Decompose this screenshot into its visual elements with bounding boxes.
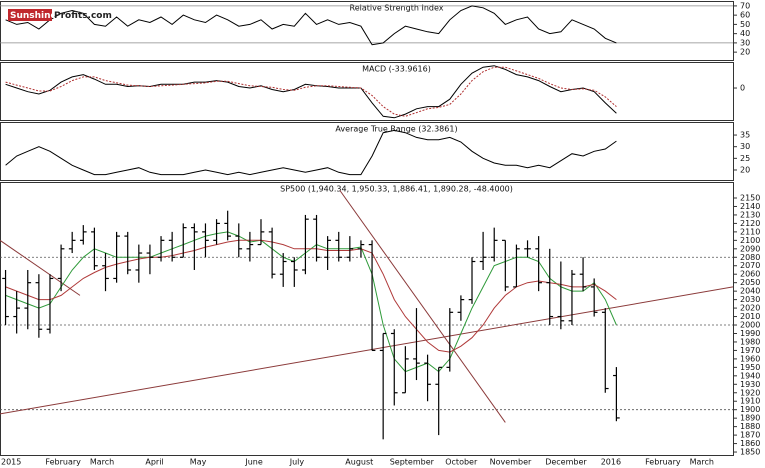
y-tick-label: 1900 <box>740 405 760 414</box>
y-tick-label: 1940 <box>740 371 760 380</box>
y-tick-label: 2050 <box>740 278 760 287</box>
y-tick-label: 35 <box>740 131 750 140</box>
y-tick-label: 50 <box>740 20 750 29</box>
y-tick-label: 1860 <box>740 439 760 448</box>
x-tick-label: October <box>445 458 478 467</box>
x-tick-label: 2015 <box>1 458 21 467</box>
y-tick-label: 2140 <box>740 202 760 211</box>
y-tick-label: 70 <box>740 1 750 10</box>
logo-box <box>8 9 52 21</box>
x-tick-label: April <box>145 458 163 467</box>
panel-title: Relative Strength Index <box>350 4 444 13</box>
y-tick-label: 2150 <box>740 194 760 203</box>
y-tick-label: 1930 <box>740 380 760 389</box>
x-tick-label: 2016 <box>601 458 621 467</box>
x-tick-label: March <box>690 458 714 467</box>
y-tick-label: 1870 <box>740 431 760 440</box>
y-tick-label: 1970 <box>740 346 760 355</box>
y-tick-label: 2000 <box>740 321 760 330</box>
y-tick-label: 30 <box>740 38 750 47</box>
y-tick-label: 2110 <box>740 227 760 236</box>
panel-title: SP500 (1,940.34, 1,950.33, 1,886.41, 1,8… <box>280 185 513 194</box>
x-tick-label: March <box>90 458 114 467</box>
panel-title: MACD (-33.9616) <box>362 65 431 74</box>
panel-title: Average True Range (32.3861) <box>335 125 457 134</box>
x-tick-label: February <box>645 458 681 467</box>
panel-frame <box>0 62 734 121</box>
y-tick-label: 2080 <box>740 253 760 262</box>
y-tick-label: 2100 <box>740 236 760 245</box>
moving-average <box>5 239 617 353</box>
x-tick-label: July <box>289 458 305 467</box>
x-tick-label: December <box>545 458 587 467</box>
price-group <box>0 190 733 440</box>
y-tick-label: 20 <box>740 165 750 174</box>
series-line <box>5 129 617 176</box>
y-tick-label: 25 <box>740 154 750 163</box>
x-tick-label: February <box>45 458 81 467</box>
trend-line <box>0 239 81 296</box>
panel-frame <box>0 1 734 61</box>
y-tick-label: 0 <box>740 84 745 93</box>
y-tick-label: 2030 <box>740 295 760 304</box>
y-tick-label: 2010 <box>740 312 760 321</box>
x-tick-label: August <box>345 458 373 467</box>
panel-frame <box>0 182 734 456</box>
y-tick-label: 30 <box>740 142 750 151</box>
x-tick-label: September <box>390 458 435 467</box>
y-tick-label: 2020 <box>740 304 760 313</box>
y-tick-label: 1890 <box>740 414 760 423</box>
y-tick-label: 1880 <box>740 422 760 431</box>
y-tick-label: 20 <box>740 48 750 57</box>
y-tick-label: 2040 <box>740 287 760 296</box>
series-line <box>5 65 617 119</box>
trend-line <box>339 190 506 423</box>
y-tick-label: 1960 <box>740 354 760 363</box>
y-tick-label: 1910 <box>740 397 760 406</box>
y-tick-label: 2060 <box>740 270 760 279</box>
x-tick-label: November <box>490 458 532 467</box>
logo-text: Profits.com <box>54 11 112 21</box>
panel-frame <box>0 122 734 181</box>
x-tick-label: June <box>244 458 262 467</box>
y-tick-label: 2130 <box>740 210 760 219</box>
y-tick-label: 60 <box>740 11 750 20</box>
y-tick-label: 1850 <box>740 448 760 457</box>
y-tick-label: 1950 <box>740 363 760 372</box>
x-tick-label: May <box>190 458 207 467</box>
y-tick-label: 2070 <box>740 261 760 270</box>
series-line <box>5 66 617 117</box>
y-tick-label: 1990 <box>740 329 760 338</box>
y-tick-label: 1980 <box>740 337 760 346</box>
y-tick-label: 40 <box>740 29 750 38</box>
y-tick-label: 2090 <box>740 244 760 253</box>
y-tick-label: 2120 <box>740 219 760 228</box>
logo-text: Sunshine <box>10 11 57 21</box>
series-line <box>5 5 617 46</box>
y-tick-label: 1920 <box>740 388 760 397</box>
trend-line <box>0 286 733 415</box>
